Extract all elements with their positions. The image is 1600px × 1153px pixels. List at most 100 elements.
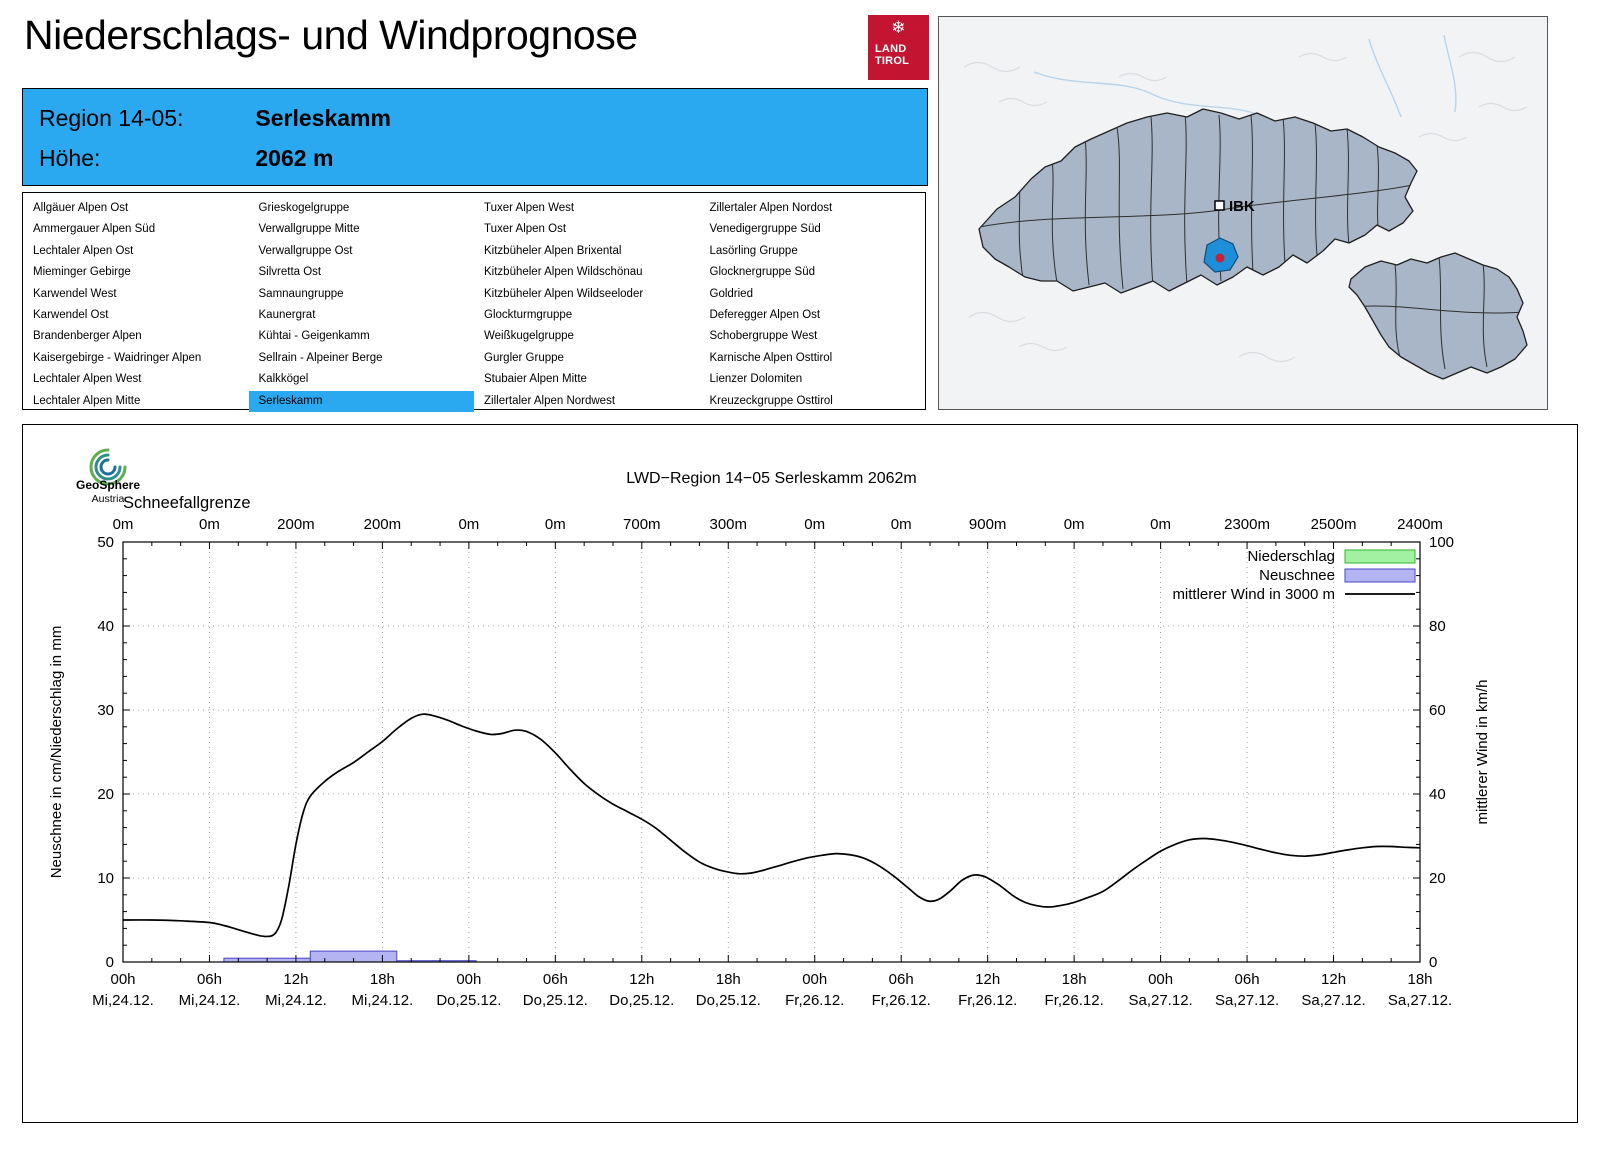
chart-legend: Niederschlag Neuschnee mittlerer Wind in 3… [1172,548,1416,603]
svg-text:20: 20 [1429,870,1446,887]
snowflake-icon: ❄ [891,18,906,37]
map-east-tirol-regions[interactable] [1348,252,1528,380]
svg-text:12h: 12h [629,971,654,988]
plot-border [122,541,1421,963]
region-item[interactable]: Venedigergruppe Süd [709,223,821,236]
region-item[interactable]: Zillertaler Alpen Nordwest [484,394,616,407]
svg-text:40: 40 [97,618,114,635]
svg-text:00h: 00h [456,971,481,988]
svg-text:Sa,27.12.: Sa,27.12. [1128,992,1192,1009]
svg-text:100: 100 [1429,534,1454,551]
region-item[interactable]: Ammergauer Alpen Süd [33,223,156,236]
svg-text:06h: 06h [889,971,914,988]
y-axis-labels: 0 10 20 30 40 50 0 20 40 60 80 100 [97,534,1454,971]
region-item[interactable]: Lechtaler Alpen West [33,373,142,386]
region-item[interactable]: Glocknergruppe Süd [709,266,815,279]
region-item[interactable]: Kühtai - Geigenkamm [258,330,370,343]
land-tirol-logo-text: LAND TIROL [875,43,909,68]
ibk-label: IBK [1229,198,1255,215]
region-item[interactable]: Lechtaler Alpen Mitte [33,394,141,407]
selected-region-dot [1215,253,1225,263]
svg-text:Neuschnee: Neuschnee [1259,567,1335,584]
svg-text:80: 80 [1429,618,1446,635]
svg-text:Schneefallgrenze: Schneefallgrenze [123,494,251,512]
region-item[interactable]: Mieminger Gebirge [33,266,131,279]
region-item[interactable]: Kalkkögel [258,373,309,386]
x-axis-labels: 00h Mi,24.12. 06h Mi,24.12. 12h Mi,24.12. 18h M… [92,971,1452,1009]
svg-text:0m: 0m [113,516,134,533]
svg-text:12h: 12h [1321,971,1346,988]
svg-text:18h: 18h [370,971,395,988]
svg-text:Fr,26.12.: Fr,26.12. [872,992,931,1009]
region-item[interactable]: Schobergruppe West [709,330,818,343]
region-item[interactable]: Grieskogelgruppe [258,202,350,214]
region-item[interactable]: Kitzbüheler Alpen Brixental [484,244,622,257]
region-item[interactable]: Lechtaler Alpen Ost [33,244,134,257]
svg-text:2300m: 2300m [1224,516,1270,533]
region-item[interactable]: Brandenberger Alpen [33,330,142,343]
region-item[interactable]: Lienzer Dolomiten [709,373,803,386]
svg-text:Mi,24.12.: Mi,24.12. [265,992,327,1009]
svg-text:Mi,24.12.: Mi,24.12. [179,992,241,1009]
forecast-chart-panel: GeoSphere Austria 00h Mi,24.12. 06h Mi,24.1… [22,424,1578,1123]
region-item[interactable]: Kaunergrat [258,308,316,321]
region-item[interactable]: Serleskamm [248,390,474,412]
axis-ticks [122,541,1421,963]
svg-text:Mi,24.12.: Mi,24.12. [92,992,154,1009]
svg-text:20: 20 [97,786,114,803]
svg-text:0m: 0m [545,516,566,533]
region-item[interactable]: Kreuzeckgruppe Osttirol [709,394,833,407]
region-item[interactable]: Gurgler Gruppe [484,351,564,364]
region-item[interactable]: Stubaier Alpen Mitte [484,373,587,386]
region-item[interactable]: Lasörling Gruppe [709,244,798,257]
region-item[interactable]: Karwendel West [33,287,117,300]
region-header: Region 14-05: Serleskamm Höhe: 2062 m [22,88,928,186]
region-item[interactable]: Verwallgruppe Ost [258,244,353,257]
svg-text:00h: 00h [1148,971,1173,988]
region-item[interactable]: Karwendel Ost [33,308,109,321]
svg-text:0: 0 [106,954,114,971]
region-item[interactable]: Karnische Alpen Osttirol [709,351,833,364]
region-item[interactable]: Zillertaler Alpen Nordost [709,202,833,214]
svg-text:Sa,27.12.: Sa,27.12. [1215,992,1279,1009]
svg-text:900m: 900m [969,516,1007,533]
region-item[interactable]: Sellrain - Alpeiner Berge [258,351,383,364]
map-north-tirol-regions[interactable] [978,108,1418,294]
altitude-value: 2062 m [255,145,334,171]
svg-text:30: 30 [97,702,114,719]
svg-text:Sa,27.12.: Sa,27.12. [1301,992,1365,1009]
region-list: Allgäuer Alpen Ost Ammergauer Alpen Süd Le… [22,192,926,412]
svg-text:Niederschlag: Niederschlag [1247,548,1335,565]
svg-text:700m: 700m [623,516,661,533]
ibk-marker [1214,200,1225,211]
region-item[interactable]: Verwallgruppe Mitte [258,223,360,236]
right-axis-title: mittlerer Wind in km/h [1474,679,1491,824]
geosphere-wordmark: GeoSphere [76,478,140,492]
svg-text:18h: 18h [1407,971,1432,988]
svg-text:Fr,26.12.: Fr,26.12. [958,992,1017,1009]
region-item[interactable]: Kitzbüheler Alpen Wildseeloder [484,287,644,300]
region-item[interactable]: Tuxer Alpen West [484,202,575,214]
altitude-label: Höhe: [39,145,101,171]
svg-text:18h: 18h [1062,971,1087,988]
region-item[interactable]: Kitzbüheler Alpen Wildschönau [484,266,643,279]
svg-text:Do,25.12.: Do,25.12. [696,992,761,1009]
region-list-column-3: Tuxer Alpen West Tuxer Alpen Ost Kitzbühel… [474,198,700,409]
region-item[interactable]: Kaisergebirge - Waidringer Alpen [33,351,202,364]
region-item[interactable]: Tuxer Alpen Ost [484,223,567,236]
svg-text:40: 40 [1429,786,1446,803]
region-item[interactable]: Silvretta Ost [258,266,322,279]
region-item[interactable]: Goldried [709,287,753,300]
tirol-map[interactable]: IBK [938,16,1548,410]
svg-text:2500m: 2500m [1311,516,1357,533]
svg-text:Do,25.12.: Do,25.12. [523,992,588,1009]
region-item[interactable]: Samnaungruppe [258,287,344,300]
svg-text:12h: 12h [283,971,308,988]
map-rivers [1033,34,1457,118]
region-item[interactable]: Allgäuer Alpen Ost [33,202,129,214]
region-item[interactable]: Weißkugelgruppe [484,330,574,343]
svg-text:18h: 18h [716,971,741,988]
region-item[interactable]: Deferegger Alpen Ost [709,308,821,321]
region-item[interactable]: Glockturmgruppe [484,308,573,321]
svg-text:Fr,26.12.: Fr,26.12. [785,992,844,1009]
